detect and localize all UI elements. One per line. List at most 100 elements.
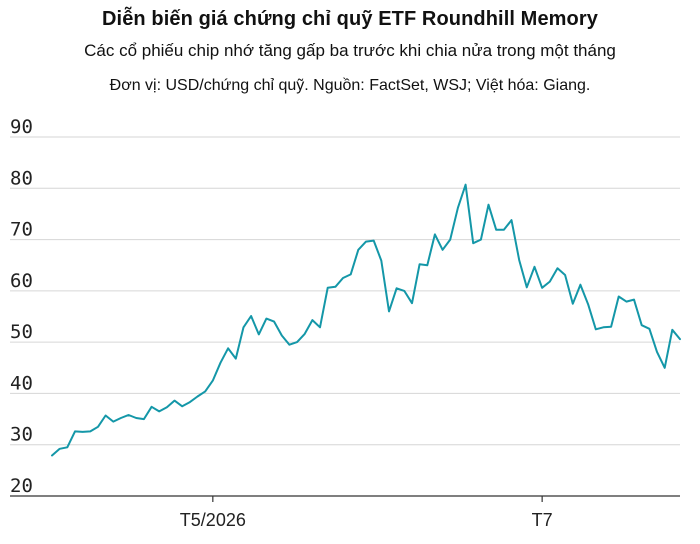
data-point <box>365 241 367 243</box>
data-point <box>258 333 260 335</box>
data-point <box>434 233 436 235</box>
data-point <box>265 318 267 320</box>
data-point <box>227 347 229 349</box>
data-point <box>396 287 398 289</box>
data-point <box>327 287 329 289</box>
data-point <box>541 287 543 289</box>
data-point <box>572 303 574 305</box>
data-point <box>671 329 673 331</box>
data-point <box>556 267 558 269</box>
data-point <box>342 277 344 279</box>
data-point <box>488 204 490 206</box>
data-point <box>135 417 137 419</box>
data-point <box>112 421 114 423</box>
data-point <box>495 229 497 231</box>
data-point <box>549 281 551 283</box>
y-tick-label: 90 <box>10 116 33 138</box>
data-point <box>357 249 359 251</box>
data-point <box>511 219 513 221</box>
data-point <box>403 290 405 292</box>
data-point <box>74 430 76 432</box>
data-point <box>564 274 566 276</box>
data-point <box>480 239 482 241</box>
data-point <box>648 328 650 330</box>
axes: 90 80 70 60 50 40 30 20 T5/2026 T7 <box>10 116 680 530</box>
data-point <box>158 410 160 412</box>
data-point <box>197 396 199 398</box>
data-point <box>128 414 130 416</box>
y-tick-label: 30 <box>10 424 33 446</box>
data-point <box>633 299 635 301</box>
data-point <box>212 380 214 382</box>
chart-title: Diễn biến giá chứng chỉ quỹ ETF Roundhil… <box>102 8 598 30</box>
data-point <box>311 319 313 321</box>
data-point <box>587 303 589 305</box>
data-point <box>59 448 61 450</box>
data-point <box>273 321 275 323</box>
series-layer <box>51 183 681 457</box>
data-point <box>465 184 467 186</box>
data-point <box>664 367 666 369</box>
chart-subtitle: Các cổ phiếu chip nhớ tăng gấp ba trước … <box>84 41 616 60</box>
series-line <box>51 183 681 457</box>
y-tick-label: 80 <box>10 167 33 189</box>
data-point <box>288 344 290 346</box>
data-point <box>625 301 627 303</box>
data-point <box>281 334 283 336</box>
data-point <box>411 302 413 304</box>
data-point <box>472 242 474 244</box>
y-tick-label: 40 <box>10 372 33 394</box>
data-point <box>296 341 298 343</box>
data-point <box>120 417 122 419</box>
data-point <box>388 310 390 312</box>
y-tick-label: 50 <box>10 321 33 343</box>
data-point <box>526 286 528 288</box>
data-point <box>66 446 68 448</box>
chart-source-note: Đơn vị: USD/chứng chỉ quỹ. Nguồn: FactSe… <box>109 77 591 94</box>
y-tick-label: 70 <box>10 219 33 241</box>
data-point <box>602 326 604 328</box>
data-point <box>656 351 658 353</box>
data-point <box>579 284 581 286</box>
data-point <box>449 239 451 241</box>
data-point <box>105 414 107 416</box>
x-tick-label: T5/2026 <box>180 510 246 530</box>
data-point <box>143 418 145 420</box>
y-tick-label: 20 <box>10 475 33 497</box>
data-point <box>304 333 306 335</box>
data-point <box>242 326 244 328</box>
data-point <box>181 405 183 407</box>
data-point <box>518 259 520 261</box>
data-point <box>166 406 168 408</box>
data-point <box>174 400 176 402</box>
data-point <box>610 326 612 328</box>
data-point <box>679 338 681 340</box>
data-point <box>595 328 597 330</box>
x-tick-label: T7 <box>532 510 553 530</box>
data-point <box>457 207 459 209</box>
y-tick-label: 60 <box>10 270 33 292</box>
data-point <box>419 263 421 265</box>
data-point <box>235 358 237 360</box>
data-point <box>51 454 53 456</box>
data-point <box>97 426 99 428</box>
data-point <box>204 390 206 392</box>
data-point <box>334 286 336 288</box>
data-point <box>618 295 620 297</box>
data-point <box>373 240 375 242</box>
data-point <box>426 264 428 266</box>
data-point <box>89 430 91 432</box>
data-point <box>151 406 153 408</box>
data-point <box>641 324 643 326</box>
data-point <box>82 431 84 433</box>
data-point <box>250 315 252 317</box>
data-point <box>219 362 221 364</box>
data-point <box>380 260 382 262</box>
data-point <box>503 229 505 231</box>
data-point <box>533 266 535 268</box>
data-point <box>350 273 352 275</box>
data-point <box>189 401 191 403</box>
gridlines <box>10 136 680 446</box>
data-point <box>442 249 444 251</box>
